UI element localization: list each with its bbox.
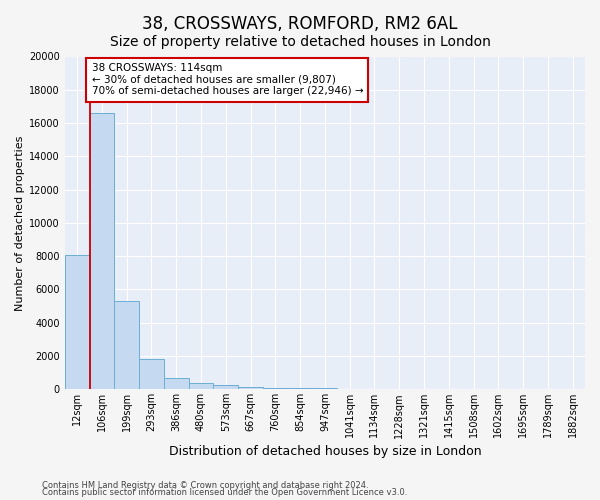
Bar: [238, 387, 263, 390]
Bar: [164, 378, 188, 390]
Text: 38 CROSSWAYS: 114sqm
← 30% of detached houses are smaller (9,807)
70% of semi-de: 38 CROSSWAYS: 114sqm ← 30% of detached h…: [92, 63, 363, 96]
X-axis label: Distribution of detached houses by size in London: Distribution of detached houses by size …: [169, 444, 481, 458]
Y-axis label: Number of detached properties: Number of detached properties: [15, 135, 25, 310]
Bar: [288, 388, 313, 390]
Bar: [89, 113, 115, 390]
Text: Contains HM Land Registry data © Crown copyright and database right 2024.: Contains HM Land Registry data © Crown c…: [42, 480, 368, 490]
Bar: [65, 254, 89, 390]
Text: 38, CROSSWAYS, ROMFORD, RM2 6AL: 38, CROSSWAYS, ROMFORD, RM2 6AL: [142, 15, 458, 33]
Text: Size of property relative to detached houses in London: Size of property relative to detached ho…: [110, 35, 490, 49]
Bar: [313, 388, 337, 390]
Bar: [214, 386, 238, 390]
Bar: [188, 384, 214, 390]
Bar: [115, 301, 139, 390]
Bar: [139, 360, 164, 390]
Bar: [263, 388, 288, 390]
Text: Contains public sector information licensed under the Open Government Licence v3: Contains public sector information licen…: [42, 488, 407, 497]
